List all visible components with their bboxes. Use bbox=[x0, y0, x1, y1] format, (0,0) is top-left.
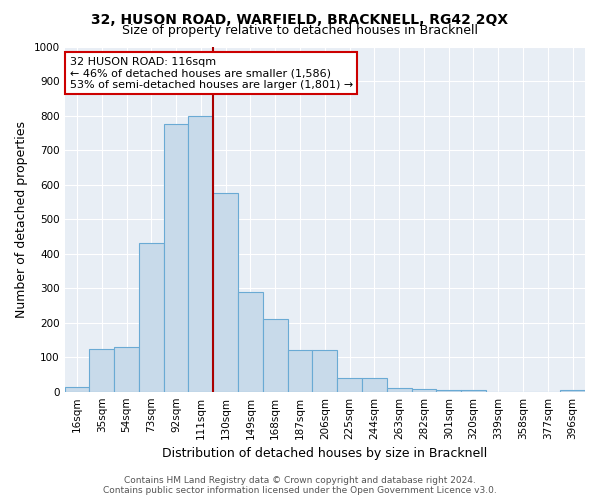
Bar bbox=[313, 350, 337, 392]
Bar bbox=[213, 193, 238, 392]
Bar bbox=[337, 378, 362, 392]
Bar bbox=[436, 390, 461, 392]
Text: 32 HUSON ROAD: 116sqm
← 46% of detached houses are smaller (1,586)
53% of semi-d: 32 HUSON ROAD: 116sqm ← 46% of detached … bbox=[70, 57, 353, 90]
Bar bbox=[139, 244, 164, 392]
Bar bbox=[114, 347, 139, 392]
Bar bbox=[560, 390, 585, 392]
Bar bbox=[412, 389, 436, 392]
Bar bbox=[287, 350, 313, 392]
Bar bbox=[188, 116, 213, 392]
Bar bbox=[362, 378, 387, 392]
Text: Size of property relative to detached houses in Bracknell: Size of property relative to detached ho… bbox=[122, 24, 478, 37]
Bar bbox=[65, 386, 89, 392]
Text: Contains HM Land Registry data © Crown copyright and database right 2024.
Contai: Contains HM Land Registry data © Crown c… bbox=[103, 476, 497, 495]
Bar bbox=[263, 319, 287, 392]
X-axis label: Distribution of detached houses by size in Bracknell: Distribution of detached houses by size … bbox=[162, 447, 487, 460]
Text: 32, HUSON ROAD, WARFIELD, BRACKNELL, RG42 2QX: 32, HUSON ROAD, WARFIELD, BRACKNELL, RG4… bbox=[91, 12, 509, 26]
Bar bbox=[387, 388, 412, 392]
Y-axis label: Number of detached properties: Number of detached properties bbox=[15, 120, 28, 318]
Bar bbox=[89, 348, 114, 392]
Bar bbox=[164, 124, 188, 392]
Bar bbox=[461, 390, 486, 392]
Bar bbox=[238, 292, 263, 392]
